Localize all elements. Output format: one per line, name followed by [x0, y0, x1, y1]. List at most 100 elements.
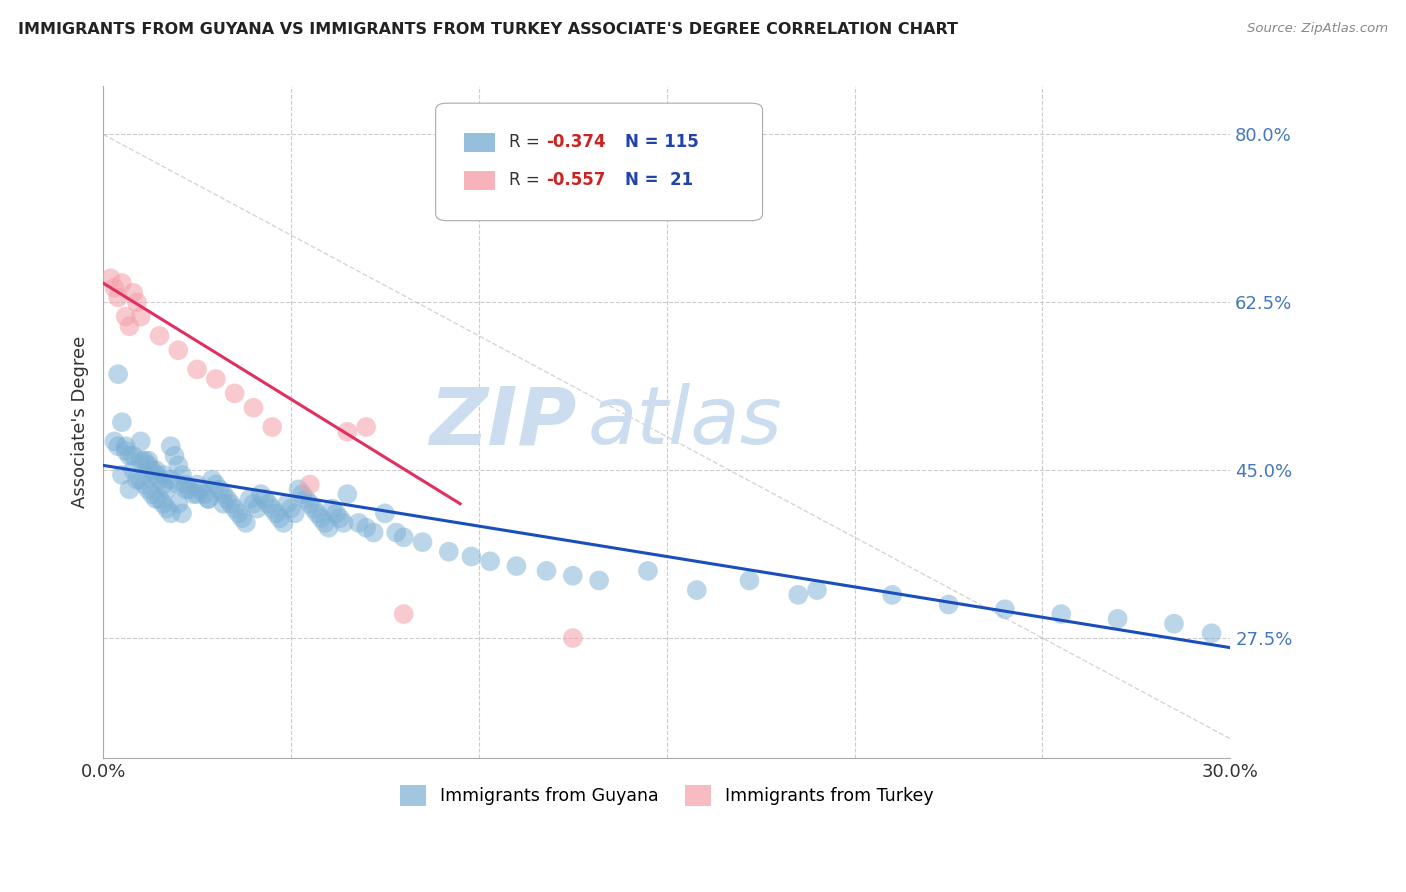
Point: [163, 449, 186, 463]
Point: [167, 343, 190, 358]
Point: [174, 483, 197, 497]
Text: IMMIGRANTS FROM GUYANA VS IMMIGRANTS FROM TURKEY ASSOCIATE'S DEGREE CORRELATION : IMMIGRANTS FROM GUYANA VS IMMIGRANTS FRO…: [18, 22, 959, 37]
Point: [588, 574, 610, 588]
Point: [201, 473, 224, 487]
Point: [174, 477, 197, 491]
Point: [262, 420, 284, 434]
Point: [212, 487, 235, 501]
Point: [194, 487, 217, 501]
Point: [129, 453, 152, 467]
Point: [107, 368, 129, 382]
Point: [111, 415, 134, 429]
Point: [107, 290, 129, 304]
Point: [273, 516, 295, 530]
Point: [806, 583, 828, 598]
Point: [336, 425, 359, 439]
Point: [134, 453, 156, 467]
Point: [125, 295, 148, 310]
Point: [208, 483, 231, 497]
Point: [170, 467, 193, 482]
Point: [336, 487, 359, 501]
Point: [228, 506, 250, 520]
Point: [239, 491, 262, 506]
Point: [242, 497, 264, 511]
Point: [392, 607, 415, 621]
Point: [145, 467, 167, 482]
Point: [114, 310, 136, 324]
Point: [284, 506, 307, 520]
Point: [363, 525, 385, 540]
Point: [159, 439, 181, 453]
Text: Source: ZipAtlas.com: Source: ZipAtlas.com: [1247, 22, 1388, 36]
Point: [314, 516, 336, 530]
Point: [298, 477, 321, 491]
Point: [118, 319, 141, 334]
Point: [134, 477, 156, 491]
Point: [295, 491, 318, 506]
Point: [103, 434, 125, 449]
Text: R =: R =: [509, 133, 546, 151]
Bar: [464, 133, 495, 152]
Point: [309, 511, 332, 525]
Point: [205, 372, 228, 386]
Text: atlas: atlas: [588, 384, 783, 461]
Point: [129, 473, 152, 487]
Text: -0.557: -0.557: [546, 171, 606, 189]
Point: [181, 487, 204, 501]
Point: [167, 497, 190, 511]
Point: [561, 568, 583, 582]
Point: [1107, 612, 1129, 626]
Point: [224, 386, 246, 401]
Point: [321, 501, 343, 516]
Bar: [464, 171, 495, 190]
Point: [246, 501, 269, 516]
Point: [242, 401, 264, 415]
Point: [686, 583, 709, 598]
Point: [994, 602, 1017, 616]
Legend: Immigrants from Guyana, Immigrants from Turkey: Immigrants from Guyana, Immigrants from …: [394, 778, 941, 814]
Point: [1163, 616, 1185, 631]
Point: [167, 477, 190, 491]
Point: [136, 458, 159, 473]
Point: [318, 521, 340, 535]
Point: [460, 549, 482, 564]
Point: [125, 473, 148, 487]
Point: [156, 501, 179, 516]
Point: [479, 554, 502, 568]
Point: [111, 467, 134, 482]
Text: N =  21: N = 21: [626, 171, 693, 189]
Point: [264, 506, 287, 520]
Point: [276, 497, 298, 511]
Point: [637, 564, 659, 578]
Point: [329, 511, 352, 525]
Point: [325, 506, 347, 520]
Point: [148, 328, 170, 343]
Point: [280, 501, 302, 516]
Point: [114, 439, 136, 453]
Point: [231, 511, 253, 525]
Point: [103, 281, 125, 295]
Point: [148, 473, 170, 487]
Point: [269, 511, 291, 525]
Point: [291, 487, 314, 501]
Point: [197, 491, 219, 506]
Point: [257, 497, 280, 511]
Point: [186, 477, 208, 491]
Point: [170, 506, 193, 520]
Point: [1050, 607, 1073, 621]
Point: [118, 449, 141, 463]
Point: [136, 483, 159, 497]
Point: [374, 506, 396, 520]
Text: N = 115: N = 115: [626, 133, 699, 151]
Point: [197, 491, 219, 506]
Point: [167, 458, 190, 473]
Point: [882, 588, 904, 602]
Point: [186, 362, 208, 376]
Point: [347, 516, 370, 530]
Point: [302, 501, 325, 516]
Text: ZIP: ZIP: [429, 384, 576, 461]
Point: [536, 564, 558, 578]
Point: [1201, 626, 1223, 640]
Point: [100, 271, 122, 285]
Point: [250, 487, 273, 501]
